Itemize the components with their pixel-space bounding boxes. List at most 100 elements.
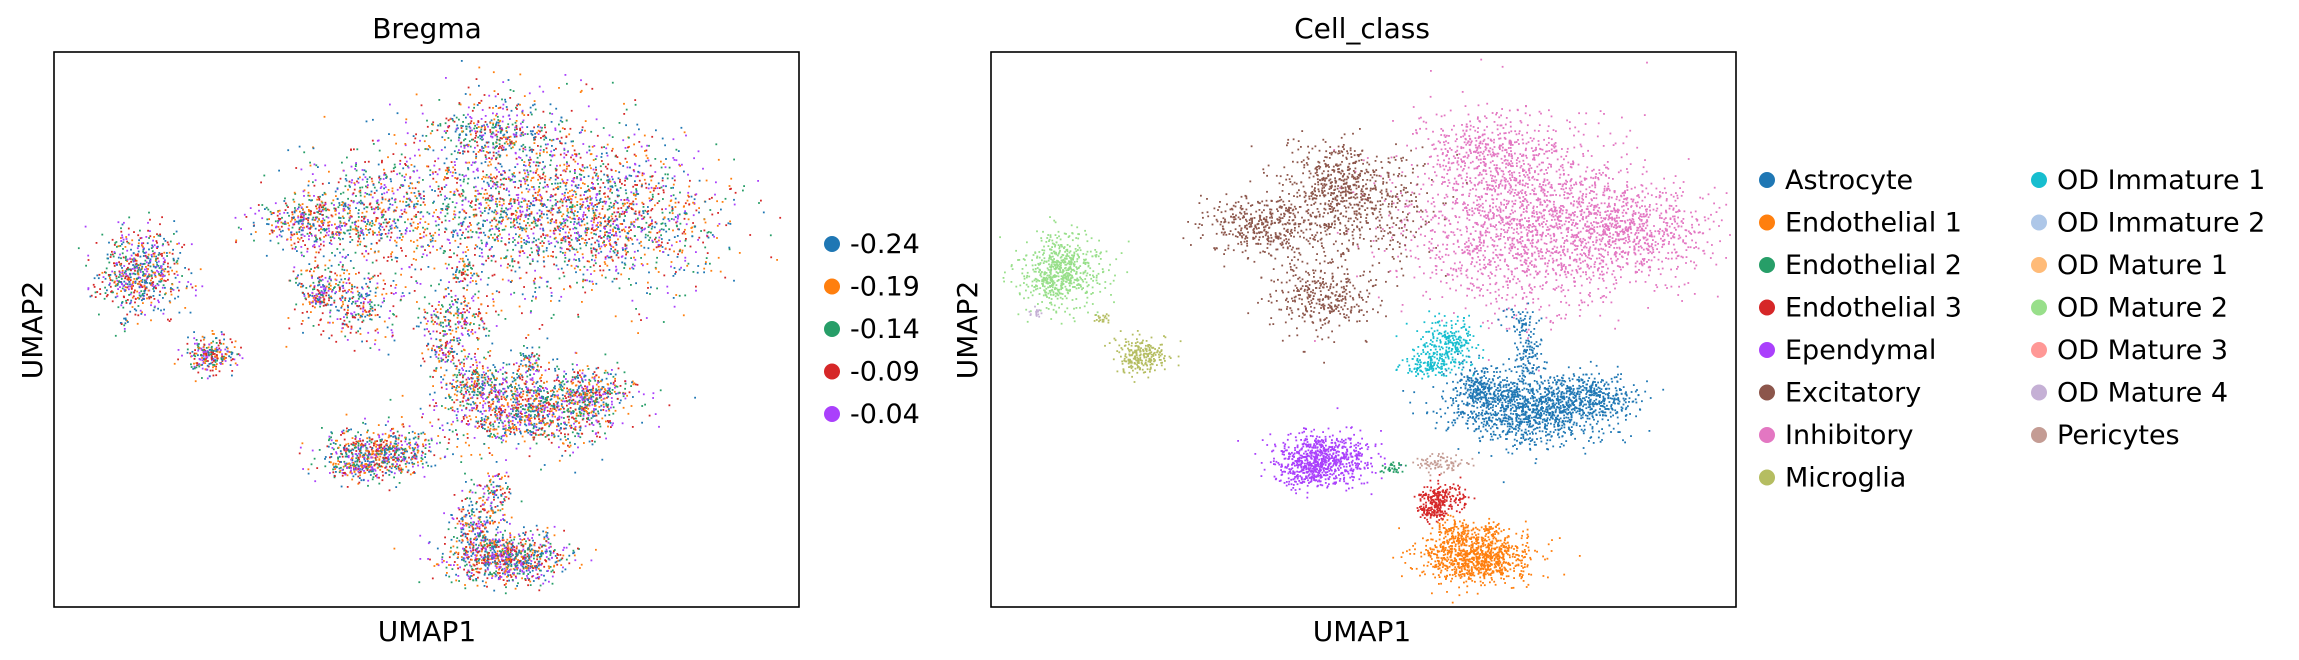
scatter-point bbox=[338, 212, 340, 215]
scatter-point bbox=[476, 427, 479, 429]
scatter-point bbox=[482, 225, 484, 227]
scatter-point bbox=[448, 169, 450, 171]
scatter-point bbox=[569, 388, 572, 391]
scatter-point bbox=[538, 390, 541, 392]
scatter-point bbox=[510, 221, 512, 224]
scatter-point bbox=[673, 250, 675, 253]
scatter-point bbox=[350, 165, 353, 168]
scatter-point bbox=[618, 171, 621, 174]
scatter-point bbox=[484, 121, 487, 123]
scatter-point bbox=[405, 230, 408, 233]
scatter-point bbox=[662, 251, 664, 253]
scatter-point bbox=[526, 205, 529, 207]
scatter-point bbox=[546, 337, 549, 340]
scatter-point bbox=[324, 268, 327, 271]
scatter-point bbox=[344, 224, 347, 227]
scatter-point bbox=[346, 269, 348, 272]
scatter-point bbox=[630, 191, 633, 194]
scatter-point bbox=[545, 131, 547, 134]
scatter-point bbox=[556, 225, 559, 228]
scatter-point bbox=[311, 277, 313, 279]
scatter-point bbox=[697, 239, 699, 241]
scatter-point bbox=[526, 394, 528, 397]
scatter-point bbox=[322, 301, 325, 303]
scatter-point bbox=[635, 282, 637, 285]
scatter-point bbox=[663, 216, 666, 219]
scatter-point bbox=[638, 128, 640, 131]
scatter-point bbox=[581, 418, 584, 421]
scatter-point bbox=[289, 279, 292, 282]
scatter-point bbox=[535, 239, 537, 242]
scatter-point bbox=[531, 177, 533, 179]
scatter-point bbox=[439, 211, 442, 214]
scatter-point bbox=[671, 177, 674, 180]
scatter-point bbox=[563, 370, 566, 373]
scatter-point bbox=[345, 174, 348, 177]
scatter-point bbox=[480, 131, 483, 134]
scatter-point bbox=[471, 129, 473, 132]
scatter-point bbox=[295, 303, 298, 306]
scatter-point bbox=[429, 251, 432, 254]
scatter-point bbox=[552, 154, 554, 157]
scatter-point bbox=[475, 393, 478, 396]
scatter-point bbox=[459, 103, 462, 106]
scatter-point bbox=[588, 260, 591, 263]
scatter-point bbox=[570, 184, 573, 187]
scatter-point bbox=[381, 159, 383, 162]
scatter-point bbox=[528, 391, 531, 394]
scatter-point bbox=[666, 285, 669, 288]
scatter-point bbox=[493, 233, 496, 236]
scatter-point bbox=[478, 425, 481, 428]
scatter-point bbox=[328, 283, 330, 286]
scatter-point bbox=[499, 406, 501, 408]
scatter-point bbox=[635, 218, 637, 221]
scatter-point bbox=[459, 229, 462, 231]
scatter-point bbox=[426, 227, 429, 230]
scatter-point bbox=[445, 288, 447, 290]
scatter-point bbox=[557, 405, 560, 408]
scatter-point bbox=[563, 237, 565, 240]
scatter-point bbox=[394, 222, 397, 225]
scatter-point bbox=[576, 222, 579, 225]
scatter-point bbox=[345, 291, 348, 294]
scatter-point bbox=[416, 203, 419, 206]
scatter-point bbox=[441, 136, 444, 139]
scatter-point bbox=[651, 193, 654, 196]
scatter-point bbox=[296, 276, 299, 278]
scatter-point bbox=[567, 396, 570, 398]
scatter-point bbox=[638, 141, 641, 143]
scatter-point bbox=[580, 89, 583, 92]
scatter-point bbox=[587, 417, 590, 419]
scatter-point bbox=[547, 143, 549, 146]
scatter-point bbox=[390, 284, 392, 287]
scatter-point bbox=[559, 229, 561, 232]
scatter-point bbox=[350, 325, 353, 328]
scatter-point bbox=[474, 146, 476, 149]
scatter-point bbox=[500, 435, 503, 438]
scatter-point bbox=[483, 393, 486, 396]
scatter-point bbox=[529, 254, 531, 256]
scatter-point bbox=[489, 228, 492, 231]
scatter-point bbox=[641, 172, 644, 175]
scatter-point bbox=[342, 287, 345, 289]
scatter-point bbox=[512, 395, 514, 398]
scatter-point bbox=[380, 223, 382, 226]
scatter-point bbox=[367, 272, 370, 275]
scatter-point bbox=[520, 132, 523, 134]
scatter-point bbox=[253, 239, 255, 242]
scatter-point bbox=[657, 182, 660, 185]
scatter-point bbox=[525, 187, 528, 190]
scatter-point bbox=[392, 170, 395, 172]
scatter-point bbox=[561, 204, 564, 207]
scatter-point bbox=[305, 287, 308, 289]
scatter-point bbox=[323, 228, 326, 230]
scatter-point bbox=[366, 285, 369, 288]
scatter-point bbox=[633, 133, 636, 136]
scatter-point bbox=[460, 271, 463, 274]
scatter-point bbox=[540, 277, 543, 279]
scatter-point bbox=[365, 120, 368, 123]
scatter-point bbox=[569, 221, 572, 223]
scatter-point bbox=[559, 438, 562, 441]
scatter-point bbox=[491, 210, 494, 213]
scatter-point bbox=[400, 267, 403, 270]
